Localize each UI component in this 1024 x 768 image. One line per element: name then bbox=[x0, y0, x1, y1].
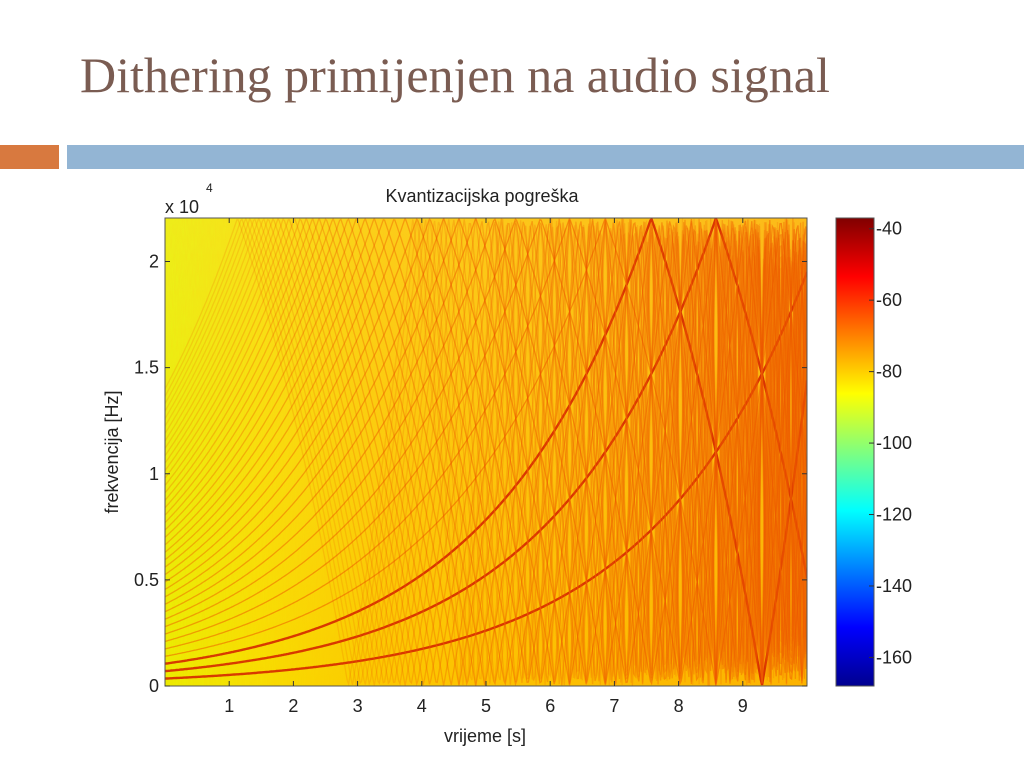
harmonic-line-16 bbox=[165, 218, 807, 686]
colorbar-ticks: -40 -60 -80 -100 -120 -140 -160 bbox=[869, 219, 912, 667]
y-axis-label: frekvencija [Hz] bbox=[102, 390, 122, 513]
slide-title: Dithering primijenjen na audio signal bbox=[80, 47, 830, 103]
y-tick-label: 2 bbox=[149, 252, 159, 272]
x-tick-label: 2 bbox=[288, 696, 298, 716]
colorbar-tick-label: -120 bbox=[876, 505, 912, 525]
harmonic-line-12 bbox=[165, 218, 807, 685]
x-tick-label: 1 bbox=[224, 696, 234, 716]
harmonic-line-27 bbox=[165, 218, 807, 686]
harmonic-line-4 bbox=[165, 218, 807, 686]
harmonic-line-30 bbox=[165, 218, 807, 684]
spectrogram-figure: Kvantizacijska pogreška x 10 4 1 2 3 4 5 6 7 8 9… bbox=[102, 181, 912, 746]
harmonic-line-3 bbox=[165, 218, 807, 686]
harmonic-line-39 bbox=[165, 218, 807, 686]
harmonic-line-2 bbox=[165, 218, 807, 673]
harmonic-line-21 bbox=[165, 218, 807, 686]
harmonic-line-11 bbox=[165, 218, 807, 685]
x-axis-label: vrijeme [s] bbox=[444, 726, 526, 746]
harmonic-line-38 bbox=[165, 218, 807, 686]
harmonic-line-40 bbox=[165, 219, 807, 686]
colorbar-tick-label: -40 bbox=[876, 219, 902, 239]
harmonic-line-1 bbox=[165, 271, 807, 680]
harmonic-line-13 bbox=[165, 218, 807, 684]
y-exponent-power: 4 bbox=[206, 181, 213, 195]
y-tick-label: 0 bbox=[149, 676, 159, 696]
colorbar-tick-label: -80 bbox=[876, 362, 902, 382]
colorbar bbox=[835, 217, 875, 687]
harmonic-line-20 bbox=[165, 218, 807, 686]
harmonic-line-37 bbox=[165, 218, 807, 686]
y-tick-label: 0.5 bbox=[134, 570, 159, 590]
colorbar-tick-label: -100 bbox=[876, 433, 912, 453]
x-axis-ticks: 1 2 3 4 5 6 7 8 9 bbox=[224, 218, 748, 716]
harmonic-line-19 bbox=[165, 218, 807, 686]
accent-bar-orange bbox=[0, 145, 59, 169]
harmonic-line-24 bbox=[165, 218, 807, 685]
x-tick-label: 5 bbox=[481, 696, 491, 716]
harmonic-line-26 bbox=[165, 218, 807, 686]
harmonic-line-29 bbox=[165, 219, 807, 686]
harmonic-line-6 bbox=[165, 218, 807, 686]
harmonic-line-8 bbox=[165, 218, 807, 686]
harmonic-line-28 bbox=[165, 218, 807, 686]
harmonic-line-15 bbox=[165, 219, 807, 686]
y-tick-label: 1.5 bbox=[134, 358, 159, 378]
x-tick-label: 6 bbox=[545, 696, 555, 716]
harmonic-line-7 bbox=[165, 218, 807, 684]
harmonic-line-35 bbox=[165, 218, 807, 686]
harmonic-line-36 bbox=[165, 218, 807, 686]
chart-title: Kvantizacijska pogreška bbox=[385, 186, 579, 206]
colorbar-tick-label: -60 bbox=[876, 290, 902, 310]
x-tick-label: 4 bbox=[417, 696, 427, 716]
accent-bar-blue bbox=[67, 145, 1024, 169]
x-tick-label: 9 bbox=[738, 696, 748, 716]
y-axis-ticks: 0 0.5 1 1.5 2 bbox=[134, 252, 807, 696]
plot-area bbox=[165, 218, 807, 686]
harmonic-line-10 bbox=[165, 218, 807, 686]
harmonic-lines bbox=[165, 218, 807, 686]
harmonic-line-22 bbox=[165, 218, 807, 686]
colorbar-tick-label: -160 bbox=[876, 647, 912, 667]
harmonic-line-23 bbox=[165, 218, 807, 685]
harmonic-line-5 bbox=[165, 218, 807, 686]
harmonic-line-18 bbox=[165, 218, 807, 686]
harmonic-line-32 bbox=[165, 218, 807, 684]
harmonic-line-17 bbox=[165, 218, 807, 686]
x-tick-label: 7 bbox=[609, 696, 619, 716]
x-tick-label: 3 bbox=[353, 696, 363, 716]
harmonic-line-9 bbox=[165, 218, 807, 685]
y-tick-label: 1 bbox=[149, 464, 159, 484]
harmonic-line-33 bbox=[165, 218, 807, 686]
harmonic-line-25 bbox=[165, 218, 807, 686]
harmonic-line-31 bbox=[165, 218, 807, 686]
harmonic-line-34 bbox=[165, 218, 807, 686]
x-tick-label: 8 bbox=[674, 696, 684, 716]
y-exponent-label: x 10 bbox=[165, 197, 199, 217]
harmonic-line-14 bbox=[165, 218, 807, 686]
colorbar-tick-label: -140 bbox=[876, 576, 912, 596]
